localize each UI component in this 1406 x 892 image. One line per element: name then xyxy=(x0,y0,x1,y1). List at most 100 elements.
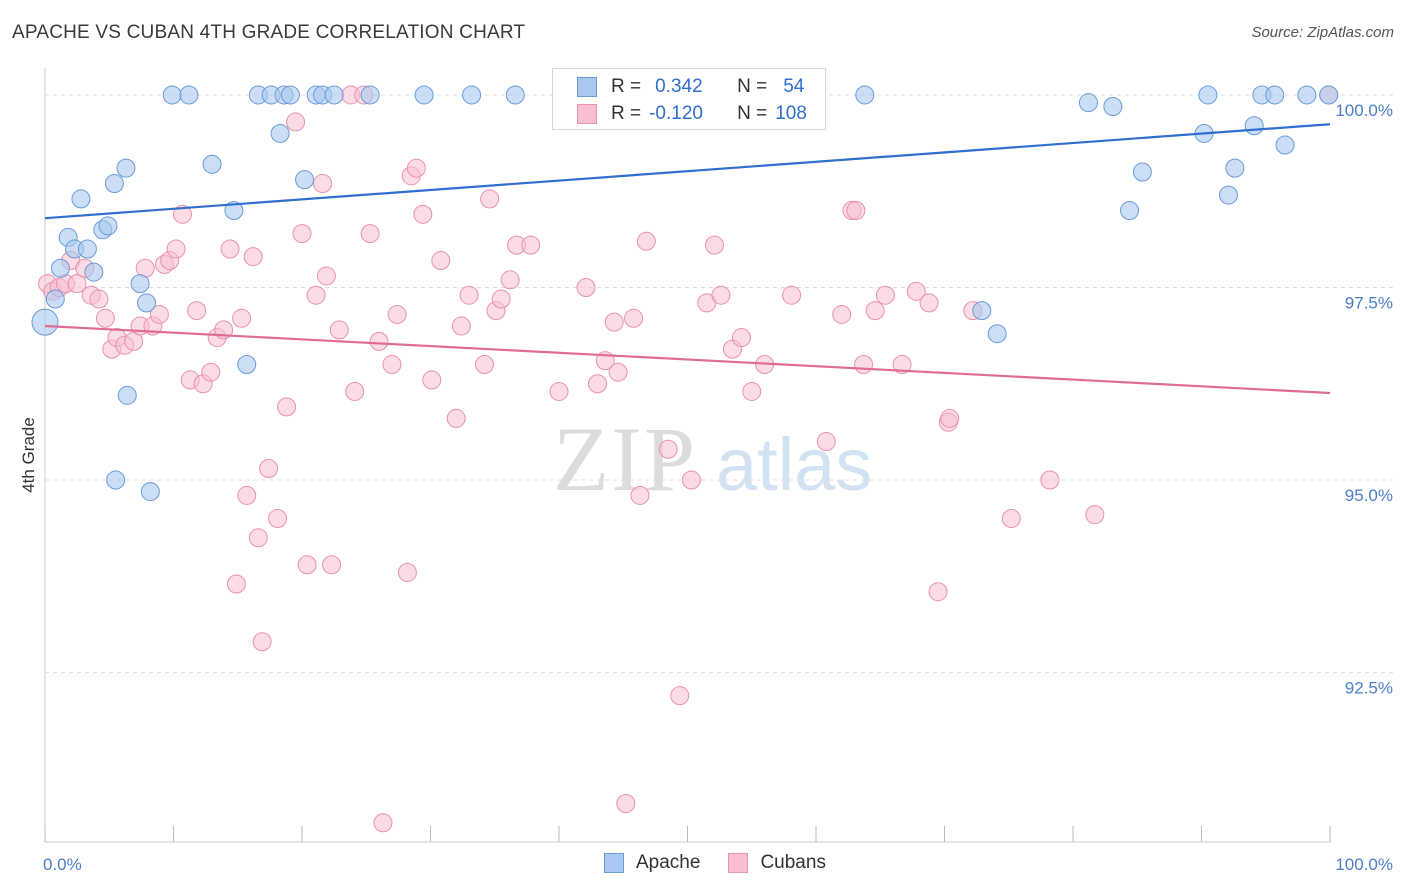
cubans-legend-label: Cubans xyxy=(760,852,826,873)
watermark-atlas: atlas xyxy=(716,423,872,506)
apache-point xyxy=(270,123,290,143)
apache-n-label: N = xyxy=(737,76,768,97)
apache-r-label: R = xyxy=(611,76,642,97)
apache-point xyxy=(71,189,91,209)
cubans-point xyxy=(940,408,960,428)
cubans-point xyxy=(232,308,252,328)
cubans-point xyxy=(928,582,948,602)
cubans-point xyxy=(220,239,240,259)
cubans-point xyxy=(846,200,866,220)
cubans-point xyxy=(226,574,246,594)
y-tick-label: 100.0% xyxy=(1335,101,1393,120)
cubans-point xyxy=(608,362,628,382)
apache-point xyxy=(295,170,315,190)
cubans-point xyxy=(422,370,442,390)
cubans-point xyxy=(172,204,192,224)
cubans-point xyxy=(95,308,115,328)
apache-point xyxy=(224,200,244,220)
cubans-swatch xyxy=(577,104,597,124)
apache-point xyxy=(84,262,104,282)
cubans-point xyxy=(1001,509,1021,529)
apache-point xyxy=(360,85,380,105)
cubans-point xyxy=(431,251,451,271)
apache-point xyxy=(972,301,992,321)
apache-point xyxy=(1225,158,1245,178)
apache-point xyxy=(179,85,199,105)
axis-labels: 92.5% 95.0% 97.5% 100.0% 0.0% 100.0% 4th Grade xyxy=(19,101,1393,874)
apache-legend-label: Apache xyxy=(636,852,701,873)
axes xyxy=(44,68,1331,843)
apache-trend-line xyxy=(44,123,1331,220)
trend-lines xyxy=(44,123,1331,395)
cubans-point xyxy=(397,562,417,582)
apache-point xyxy=(1120,200,1140,220)
cubans-point xyxy=(474,355,494,375)
apache-point xyxy=(1218,185,1238,205)
apache-point xyxy=(280,85,300,105)
cubans-point xyxy=(259,458,279,478)
cubans-point xyxy=(406,158,426,178)
cubans-point xyxy=(252,632,272,652)
cubans-point xyxy=(658,439,678,459)
cubans-point xyxy=(292,224,312,244)
chart-title: APACHE VS CUBAN 4TH GRADE CORRELATION CH… xyxy=(12,22,526,43)
cubans-point xyxy=(588,374,608,394)
cubans-point xyxy=(670,686,690,706)
cubans-point xyxy=(832,304,852,324)
cubans-point xyxy=(306,285,326,305)
apache-point xyxy=(324,85,344,105)
series-legend: Apache Cubans xyxy=(604,852,854,874)
y-axis-title: 4th Grade xyxy=(19,417,38,493)
cubans-point xyxy=(854,355,874,375)
cubans-r-label: R = xyxy=(611,103,642,124)
y-tick-label: 95.0% xyxy=(1345,486,1393,505)
cubans-point xyxy=(316,266,336,286)
cubans-legend-swatch xyxy=(728,853,749,873)
cubans-point xyxy=(382,355,402,375)
legend-item-apache: Apache xyxy=(604,852,700,874)
apache-swatch xyxy=(577,77,597,97)
apache-point xyxy=(505,85,525,105)
x-tick-label: 100.0% xyxy=(1335,855,1393,874)
apache-point xyxy=(1103,97,1123,117)
cubans-n-label: N = xyxy=(737,103,768,124)
apache-point xyxy=(45,289,65,309)
apache-point xyxy=(1297,85,1317,105)
apache-point xyxy=(855,85,875,105)
cubans-point xyxy=(865,301,885,321)
cubans-point xyxy=(500,270,520,290)
cubans-point xyxy=(480,189,500,209)
cubans-point xyxy=(286,112,306,132)
apache-point xyxy=(98,216,118,236)
cubans-point xyxy=(549,381,569,401)
apache-point xyxy=(1132,162,1152,182)
cubans-point xyxy=(892,355,912,375)
cubans-point xyxy=(459,285,479,305)
cubans-point xyxy=(413,204,433,224)
cubans-point xyxy=(387,304,407,324)
cubans-n-value: 108 xyxy=(775,103,807,124)
cubans-point xyxy=(681,470,701,490)
cubans-point xyxy=(166,239,186,259)
cubans-point xyxy=(360,224,380,244)
apache-point xyxy=(117,385,137,405)
cubans-point xyxy=(373,813,393,833)
apache-point xyxy=(130,274,150,294)
correlation-legend: R = 0.342 N = 54 R = -0.120 N = 108 xyxy=(552,68,826,130)
cubans-point xyxy=(636,231,656,251)
apache-point xyxy=(1275,135,1295,155)
cubans-point xyxy=(313,174,333,194)
cubans-point xyxy=(604,312,624,332)
apache-n-value: 54 xyxy=(783,76,805,97)
cubans-point xyxy=(521,235,541,255)
x-tick-label: 0.0% xyxy=(43,855,82,874)
cubans-point xyxy=(297,555,317,575)
cubans-point xyxy=(201,362,221,382)
cubans-point xyxy=(67,274,87,294)
cubans-point xyxy=(277,397,297,417)
apache-point xyxy=(462,85,482,105)
y-tick-label: 92.5% xyxy=(1345,679,1393,698)
cubans-r-value: -0.120 xyxy=(649,103,703,124)
apache-point xyxy=(1078,93,1098,113)
cubans-point xyxy=(782,285,802,305)
